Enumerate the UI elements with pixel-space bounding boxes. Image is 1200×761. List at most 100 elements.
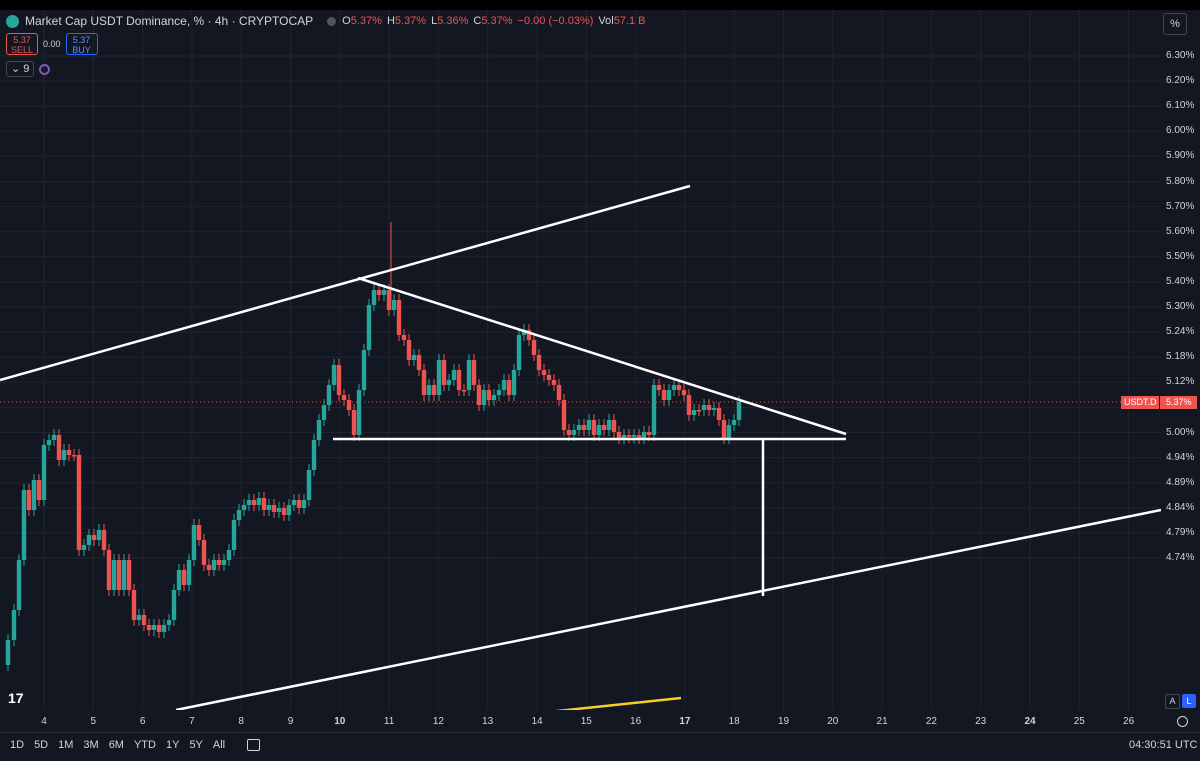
- candle-body: [556, 385, 562, 400]
- calendar-icon[interactable]: [247, 739, 261, 751]
- candle-body: [396, 300, 402, 335]
- candle-body: [451, 370, 457, 380]
- candle-body: [256, 498, 262, 505]
- candle-body: [566, 430, 572, 435]
- log-scale-button[interactable]: L: [1182, 694, 1196, 708]
- candle-body: [721, 420, 727, 438]
- candle-body: [156, 625, 162, 632]
- range-button-5y[interactable]: 5Y: [189, 739, 203, 751]
- price-tick: 5.80%: [1166, 175, 1195, 187]
- candle-body: [306, 470, 312, 500]
- trendline-drawings: [0, 184, 1161, 710]
- range-button-5d[interactable]: 5D: [34, 739, 49, 751]
- gear-icon[interactable]: [1177, 716, 1188, 727]
- chart-pane[interactable]: [0, 10, 1161, 710]
- time-tick: 12: [432, 716, 444, 727]
- percent-scale-button[interactable]: %: [1163, 13, 1187, 35]
- candle-body: [536, 355, 542, 370]
- candle-body: [626, 435, 632, 437]
- candle-body: [141, 615, 147, 625]
- last-price-label: USDT.D 5.37%: [1121, 396, 1197, 409]
- range-button-3m[interactable]: 3M: [83, 739, 99, 751]
- clock[interactable]: 04:30:51 UTC: [1129, 739, 1198, 751]
- time-tick: 23: [975, 716, 987, 727]
- range-button-1d[interactable]: 1D: [10, 739, 25, 751]
- candle-body: [21, 490, 27, 560]
- candle-body: [586, 420, 592, 430]
- symbol-logo-icon: [6, 14, 19, 28]
- buy-button[interactable]: 5.37 BUY: [65, 33, 98, 55]
- candle-body: [531, 340, 537, 355]
- candle-body: [151, 625, 157, 630]
- candle-body: [331, 365, 337, 385]
- candle-body: [251, 500, 257, 505]
- market-status-icon[interactable]: [327, 16, 337, 26]
- tradingview-logo[interactable]: 17: [8, 690, 24, 706]
- candle-body: [711, 408, 717, 410]
- price-tick: 5.90%: [1166, 150, 1195, 162]
- candle-body: [671, 385, 677, 390]
- indicators-toggle[interactable]: ⌄ 9: [6, 61, 35, 77]
- symbol-title[interactable]: Market Cap USDT Dominance, % · 4h · CRYP…: [25, 14, 314, 28]
- candle-body: [416, 355, 422, 370]
- time-axis[interactable]: [0, 710, 1161, 732]
- candle-body: [386, 290, 392, 310]
- range-button-all[interactable]: All: [212, 739, 226, 751]
- candle-body: [521, 330, 527, 335]
- candle-body: [661, 390, 667, 400]
- candle-body: [226, 550, 232, 560]
- candle-body: [216, 560, 222, 565]
- candle-body: [26, 490, 32, 510]
- auto-scale-button[interactable]: A: [1165, 694, 1180, 709]
- candle-body: [466, 360, 472, 390]
- candle-body: [541, 370, 547, 375]
- indicator-icon[interactable]: [39, 63, 51, 75]
- price-tick: 5.30%: [1166, 301, 1195, 312]
- candle-body: [456, 370, 462, 390]
- candle-body: [351, 410, 357, 435]
- candle-body: [136, 615, 142, 620]
- time-tick: 14: [531, 716, 543, 727]
- chart-legend: Market Cap USDT Dominance, % · 4h · CRYP…: [6, 14, 651, 28]
- range-button-1m[interactable]: 1M: [58, 739, 74, 751]
- candle-body: [341, 395, 347, 400]
- time-tick: 15: [580, 716, 592, 727]
- candle-body: [441, 360, 447, 385]
- range-button-6m[interactable]: 6M: [108, 739, 124, 751]
- price-tick: 5.70%: [1166, 200, 1195, 212]
- candle-body: [461, 390, 467, 392]
- candle-body: [166, 620, 172, 625]
- time-tick: 17: [679, 716, 691, 727]
- price-tick: 5.18%: [1166, 351, 1195, 363]
- price-tick: 5.00%: [1166, 426, 1195, 438]
- candle-body: [101, 530, 107, 550]
- candle-body: [241, 505, 247, 510]
- candle-body: [676, 385, 682, 390]
- candle-body: [11, 610, 17, 640]
- price-tick: 4.94%: [1166, 451, 1195, 463]
- candle-body: [686, 395, 692, 415]
- range-button-1y[interactable]: 1Y: [165, 739, 180, 751]
- sell-button[interactable]: 5.37 SELL: [6, 33, 38, 55]
- candle-body: [731, 420, 737, 425]
- candle-body: [296, 500, 302, 508]
- indicators-row: ⌄ 9: [6, 61, 51, 77]
- range-button-ytd[interactable]: YTD: [133, 739, 156, 751]
- candlestick-chart[interactable]: [0, 0, 1161, 710]
- ohlc-key: H: [386, 15, 395, 27]
- trade-buttons: 5.37 SELL 0.00 5.37 BUY: [6, 33, 98, 55]
- candles: [5, 222, 742, 671]
- candle-body: [376, 290, 382, 295]
- time-tick: 18: [728, 716, 740, 727]
- candle-body: [51, 435, 57, 440]
- price-tick: 5.24%: [1166, 326, 1195, 338]
- price-tick: 5.50%: [1166, 250, 1195, 262]
- upper-channel-trendline: [0, 184, 691, 382]
- candle-body: [356, 390, 362, 435]
- candle-body: [666, 390, 672, 400]
- time-tick: 11: [383, 716, 395, 727]
- price-tick: 5.12%: [1166, 376, 1195, 388]
- price-axis[interactable]: [1161, 10, 1200, 710]
- candle-body: [511, 370, 517, 395]
- time-tick: 8: [238, 716, 244, 727]
